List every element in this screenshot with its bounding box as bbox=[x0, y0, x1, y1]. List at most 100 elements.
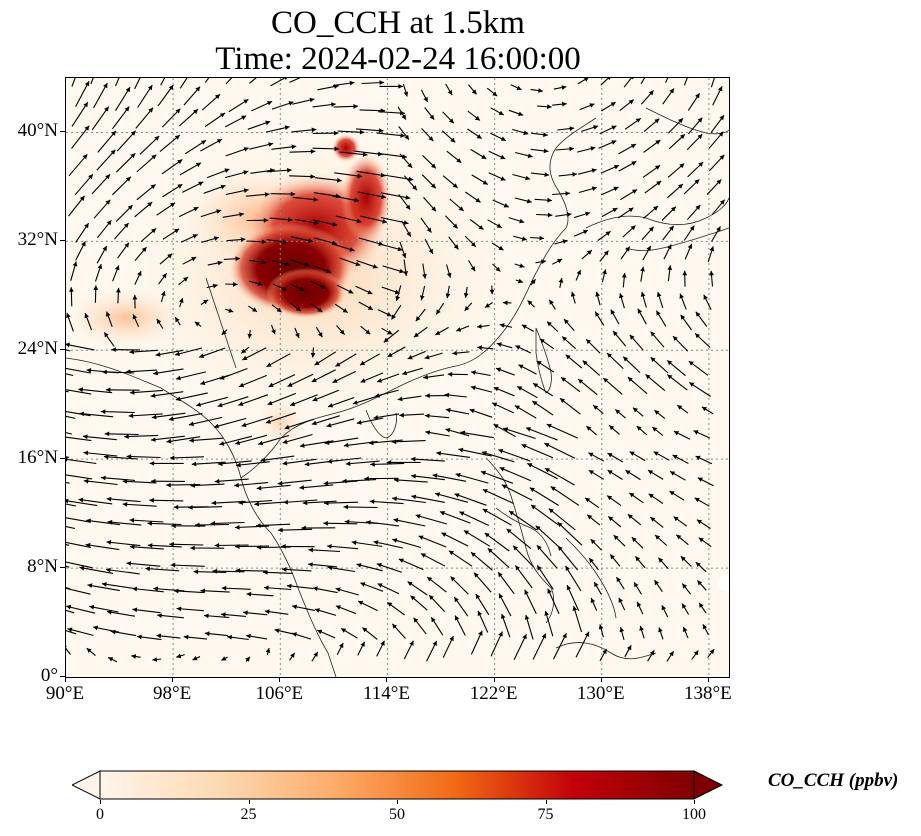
wind-arrow-head bbox=[66, 645, 67, 647]
wind-arrow-shaft bbox=[454, 493, 487, 506]
wind-arrow-head bbox=[174, 135, 180, 140]
wind-arrow-head bbox=[667, 244, 672, 250]
wind-arrow-head bbox=[191, 257, 197, 262]
wind-arrow-shaft bbox=[214, 478, 249, 483]
wind-arrow-shaft bbox=[188, 416, 223, 426]
wind-arrow-head bbox=[410, 595, 416, 601]
wind-arrow-head bbox=[631, 161, 637, 166]
wind-arrow-head bbox=[503, 427, 509, 432]
wind-arrow-head bbox=[176, 653, 182, 659]
wind-arrow-shaft bbox=[66, 587, 71, 590]
wind-arrow-head bbox=[290, 191, 296, 197]
wind-arrow-head bbox=[670, 471, 676, 476]
wind-arrow-head bbox=[153, 586, 159, 592]
wind-arrow-shaft bbox=[137, 84, 153, 108]
wind-arrow-head bbox=[471, 89, 477, 95]
wind-arrow-head bbox=[618, 597, 623, 603]
wind-arrow-head bbox=[588, 452, 594, 457]
wind-arrow-head bbox=[398, 558, 404, 563]
wind-arrow-head bbox=[629, 451, 635, 456]
wind-arrow-head bbox=[327, 544, 332, 549]
wind-arrow-head bbox=[108, 657, 114, 662]
wind-arrow-head bbox=[177, 184, 183, 189]
wind-arrow-shaft bbox=[308, 549, 340, 553]
wind-arrow-shaft bbox=[470, 551, 493, 571]
wind-arrow-head bbox=[423, 374, 428, 380]
wind-arrow-head bbox=[653, 451, 659, 456]
wind-arrow-head bbox=[131, 654, 137, 659]
wind-arrow-head bbox=[584, 631, 589, 637]
wind-arrow-head bbox=[521, 324, 527, 330]
wind-arrow-shaft bbox=[112, 106, 130, 130]
wind-arrow-shaft bbox=[129, 389, 164, 394]
wind-arrow-head bbox=[302, 500, 308, 506]
wind-arrow-shaft bbox=[238, 374, 268, 388]
wind-arrow-head bbox=[435, 492, 441, 497]
wind-arrow-head bbox=[235, 544, 240, 549]
wind-arrow-head bbox=[147, 202, 153, 207]
wind-arrow-head bbox=[608, 516, 614, 522]
wind-arrow-head bbox=[401, 114, 406, 120]
wind-arrow-shaft bbox=[463, 530, 491, 547]
wind-arrow-head bbox=[399, 412, 404, 418]
wind-arrow-head bbox=[557, 522, 563, 528]
wind-arrow-head bbox=[546, 423, 552, 429]
wind-arrow-head bbox=[349, 80, 355, 86]
wind-arrow-shaft bbox=[235, 434, 268, 445]
wind-arrow-head bbox=[327, 565, 333, 571]
wind-arrow-head bbox=[256, 485, 262, 491]
wind-arrow-head bbox=[701, 406, 707, 412]
wind-arrow-head bbox=[93, 285, 99, 290]
wind-arrow-shaft bbox=[710, 78, 715, 88]
wind-arrow-head bbox=[304, 461, 310, 467]
wind-arrow-shaft bbox=[153, 368, 184, 375]
wind-arrow-head bbox=[349, 247, 355, 252]
colorbar-tick-label: 25 bbox=[240, 806, 257, 823]
wind-arrow-head bbox=[654, 118, 660, 124]
wind-arrow-head bbox=[607, 470, 613, 475]
wind-arrow-head bbox=[499, 467, 505, 472]
wind-arrow-head bbox=[558, 278, 564, 283]
wind-arrow-head bbox=[125, 87, 131, 93]
wind-arrow-shaft bbox=[100, 410, 135, 414]
wind-arrow-head bbox=[650, 357, 656, 363]
wind-arrow-head bbox=[658, 627, 663, 633]
wind-arrow-shaft bbox=[393, 479, 428, 483]
wind-arrow-head bbox=[636, 426, 642, 431]
wind-arrow-shaft bbox=[254, 501, 289, 505]
wind-arrow-shaft bbox=[527, 462, 558, 480]
wind-arrow-head bbox=[104, 431, 110, 437]
wind-arrow-head bbox=[589, 103, 595, 108]
wind-arrow-head bbox=[585, 497, 591, 503]
wind-arrow-head bbox=[392, 623, 398, 629]
wind-arrow-head bbox=[339, 643, 344, 649]
wind-arrow-head bbox=[413, 332, 419, 338]
wind-arrow-head bbox=[87, 583, 93, 588]
wind-arrow-head bbox=[537, 565, 542, 571]
wind-arrow-head bbox=[107, 519, 113, 525]
wind-arrow-head bbox=[221, 330, 227, 335]
wind-arrow-head bbox=[561, 85, 567, 90]
wind-arrow-head bbox=[407, 354, 413, 360]
wind-arrow-shaft bbox=[441, 532, 469, 547]
wind-arrow-shaft bbox=[392, 497, 426, 504]
chart-title: CO_CCH at 1.5km bbox=[271, 5, 525, 41]
wind-arrow-head bbox=[518, 364, 524, 369]
wind-arrow-head bbox=[328, 403, 334, 408]
wind-arrow-head bbox=[673, 516, 679, 522]
wind-arrow-head bbox=[66, 604, 72, 610]
wind-arrow-head bbox=[220, 184, 226, 190]
colorbar-tick-mark bbox=[694, 800, 695, 804]
wind-arrow-shaft bbox=[357, 191, 387, 199]
wind-arrow-shaft bbox=[194, 523, 230, 526]
wind-arrow-head bbox=[266, 362, 272, 367]
wind-arrow-head bbox=[147, 85, 153, 91]
wind-arrow-shaft bbox=[174, 347, 203, 356]
wind-arrow-head bbox=[125, 176, 131, 182]
wind-arrow-head bbox=[286, 583, 292, 589]
wind-arrow-head bbox=[410, 456, 416, 462]
wind-arrow-head bbox=[129, 390, 135, 395]
wind-arrow-shaft bbox=[66, 415, 76, 419]
wind-arrow-head bbox=[130, 153, 136, 159]
wind-arrow-head bbox=[260, 457, 266, 463]
